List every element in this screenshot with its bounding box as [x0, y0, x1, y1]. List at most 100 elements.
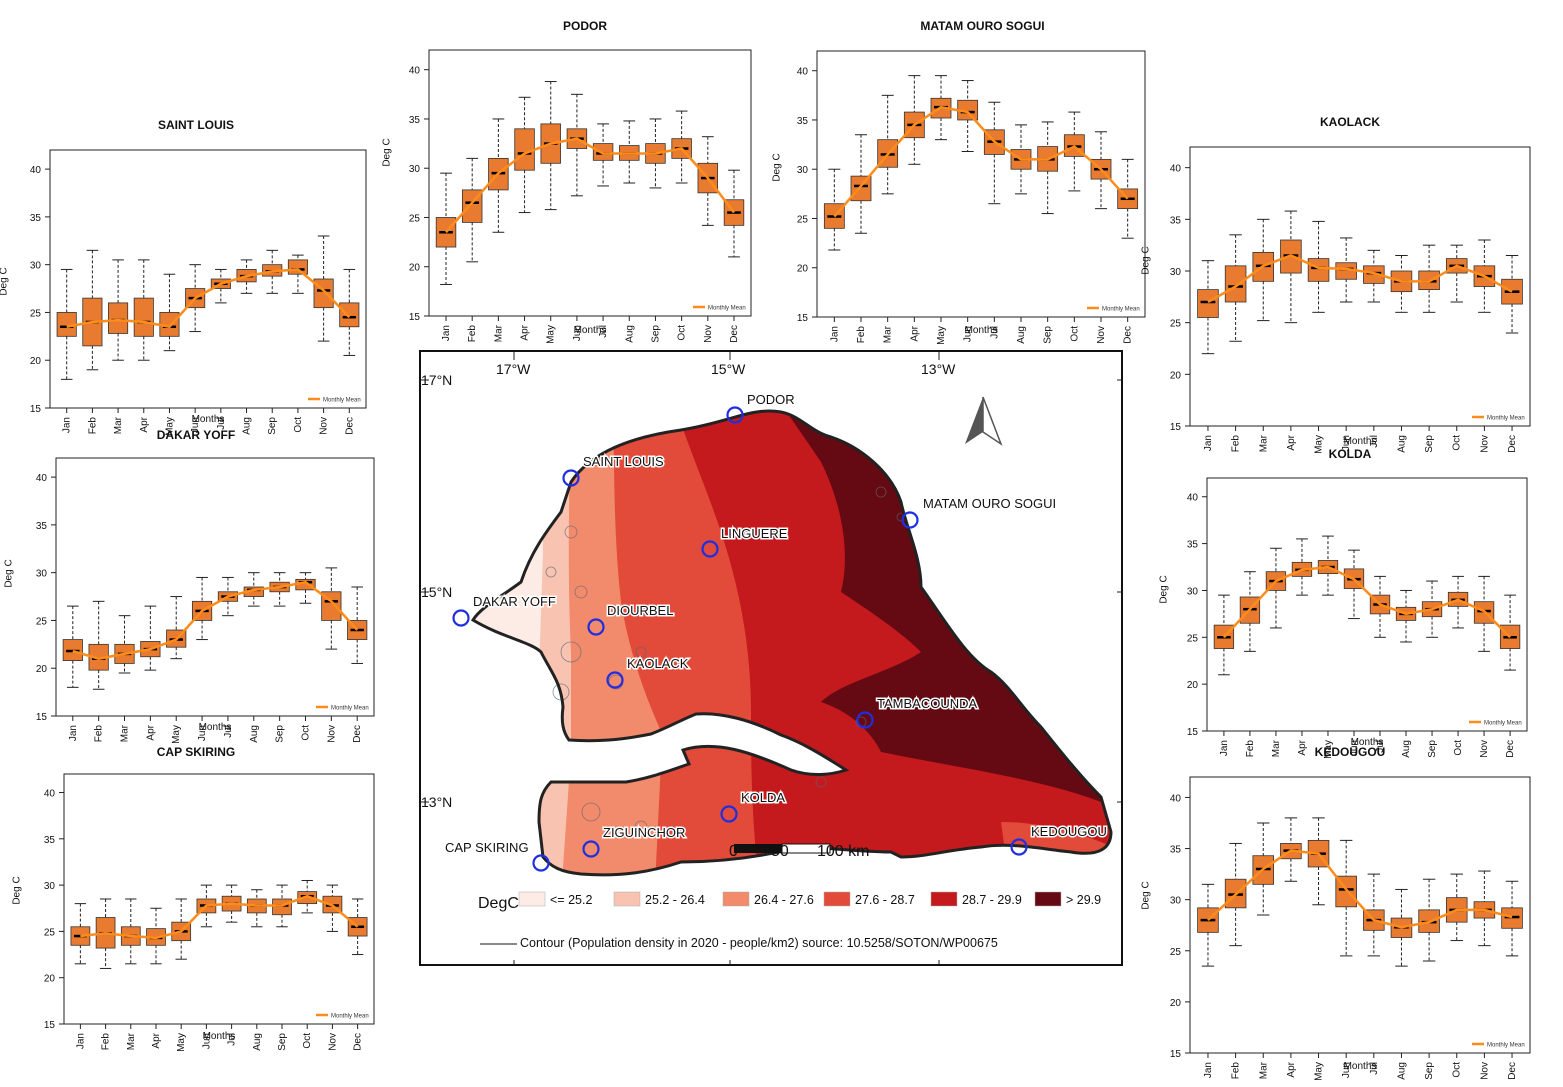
y-tick-label: 40 — [797, 67, 809, 78]
y-tick-label: 35 — [1170, 845, 1182, 856]
legend-label: 25.2 - 26.4 — [645, 893, 705, 907]
x-tick-label: Aug — [252, 1033, 263, 1051]
box — [313, 278, 334, 309]
box — [297, 891, 318, 905]
x-tick-label: Jan — [1219, 740, 1230, 756]
x-tick-label: Aug — [1016, 326, 1027, 344]
x-axis-label: Months — [191, 414, 225, 425]
x-tick-label: Jun — [1349, 740, 1360, 756]
legend-label: 27.6 - 28.7 — [855, 893, 915, 907]
x-tick-label: Dec — [729, 325, 740, 343]
x-tick-label: Aug — [1401, 740, 1412, 758]
station-label: ZIGUINCHOR — [603, 825, 685, 840]
lon-label: 15°W — [711, 361, 746, 377]
y-tick-label: 25 — [30, 308, 42, 319]
x-tick-label: Mar — [493, 324, 504, 342]
x-tick-label: Feb — [101, 1033, 112, 1051]
plot-frame — [55, 457, 375, 717]
x-tick-label: Apr — [909, 325, 920, 341]
chart-title: PODOR — [562, 19, 607, 33]
monthly-mean-line — [66, 268, 351, 329]
monthly-mean-line — [833, 105, 1129, 218]
x-tick-label: Mar — [126, 1032, 137, 1050]
x-tick-label: Dec — [353, 1033, 364, 1051]
y-tick-label: 15 — [409, 312, 421, 323]
plot-area: 15 20 25 30 35 40 Jan Feb Mar Apr May Jun Jul Aug Sep O… — [409, 49, 752, 344]
lon-label: 17°W — [496, 361, 531, 377]
x-tick-label: Jul — [1369, 435, 1380, 448]
box — [514, 128, 535, 171]
y-tick-label: 40 — [1170, 164, 1182, 175]
y-tick-label: 15 — [1187, 727, 1199, 738]
x-tick-label: May — [1314, 435, 1325, 454]
plot-frame — [49, 149, 367, 409]
x-tick-label: Sep — [267, 417, 278, 435]
plot-area: 15 20 25 30 35 40 Jan Feb Mar Apr May Jun Jul Aug Sep O… — [36, 457, 375, 744]
y-tick-label: 25 — [409, 213, 421, 224]
box — [592, 143, 614, 161]
x-tick-label: Apr — [1286, 434, 1297, 450]
y-tick-label: 30 — [1187, 586, 1199, 597]
legend-label: Monthly Mean — [1102, 307, 1140, 313]
x-tick-label: Nov — [1479, 740, 1490, 758]
y-tick-label: 40 — [44, 789, 56, 800]
y-tick-label: 40 — [30, 165, 42, 176]
contour-note-text: Contour (Population density in 2020 - pe… — [520, 936, 998, 950]
x-tick-label: Mar — [1258, 1061, 1269, 1079]
x-tick-label: Jul — [216, 417, 227, 430]
station-marker — [701, 540, 719, 558]
y-tick-label: 35 — [797, 116, 809, 127]
x-tick-label: Feb — [87, 417, 98, 435]
plot-frame — [816, 50, 1146, 318]
y-tick-label: 20 — [797, 264, 809, 275]
box — [287, 259, 308, 275]
x-tick-label: Sep — [650, 325, 661, 343]
y-tick-label: 40 — [1187, 493, 1199, 504]
y-tick-label: 25 — [44, 927, 56, 938]
x-tick-label: Feb — [1231, 1062, 1242, 1080]
lat-label: 17°N — [421, 372, 452, 388]
y-tick-label: 25 — [1170, 319, 1182, 330]
temperature-zones — [473, 411, 1111, 875]
y-tick-label: 15 — [797, 313, 809, 324]
x-tick-label: Nov — [1479, 435, 1490, 453]
y-tick-label: 30 — [797, 165, 809, 176]
lat-label: 13°N — [421, 794, 452, 810]
stations: PODOR SAINT LOUIS LINGUERE MATAM OURO SOGUI… — [444, 391, 1108, 872]
monthly-mean-line — [1222, 565, 1511, 639]
box — [1363, 265, 1385, 284]
chart-title: CAP SKIRING — [156, 745, 236, 759]
lon-label: 13°W — [921, 361, 956, 377]
station-label: KAOLACK — [627, 656, 689, 671]
chart-saint-louis: SAINT LOUIS Deg C Months 152025303540Jan… — [0, 118, 392, 436]
scale-bar: 0 50 100 km — [729, 843, 869, 860]
y-tick-label: 15 — [1170, 1049, 1182, 1060]
station-label: TAMBACOUNDA — [877, 696, 977, 711]
x-tick-label: Apr — [1286, 1061, 1297, 1077]
x-tick-label: Feb — [856, 326, 867, 344]
x-tick-label: Apr — [520, 324, 531, 340]
legend-swatch — [613, 891, 641, 907]
box — [339, 302, 360, 328]
station-label: LINGUERE — [721, 526, 788, 541]
chart-title: SAINT LOUIS — [157, 118, 234, 132]
box — [272, 898, 292, 916]
chart-podor: PODOR Deg C Months 15 20 25 30 35 40 Jan Feb Mar… — [380, 19, 790, 344]
y-tick-label: 35 — [30, 213, 42, 224]
legend-label: Monthly Mean — [331, 706, 369, 712]
legend-label: Monthly Mean — [1487, 416, 1525, 422]
x-axis-label: Months — [1343, 436, 1377, 447]
x-tick-label: May — [1314, 1062, 1325, 1081]
station-marker — [582, 840, 600, 858]
legend-label: > 29.9 — [1066, 893, 1101, 907]
x-tick-label: Jan — [1203, 1062, 1214, 1078]
scale-label: 100 km — [817, 843, 869, 860]
monthly-mean-line — [445, 137, 735, 234]
station-marker — [587, 618, 605, 636]
y-tick-label: 15 — [36, 712, 48, 723]
x-tick-label: Jun — [1341, 1062, 1352, 1078]
chart-title: DAKAR YOFF — [156, 428, 236, 442]
box — [1197, 289, 1219, 318]
station-marker — [1010, 838, 1028, 856]
plot-frame — [1189, 776, 1531, 1054]
